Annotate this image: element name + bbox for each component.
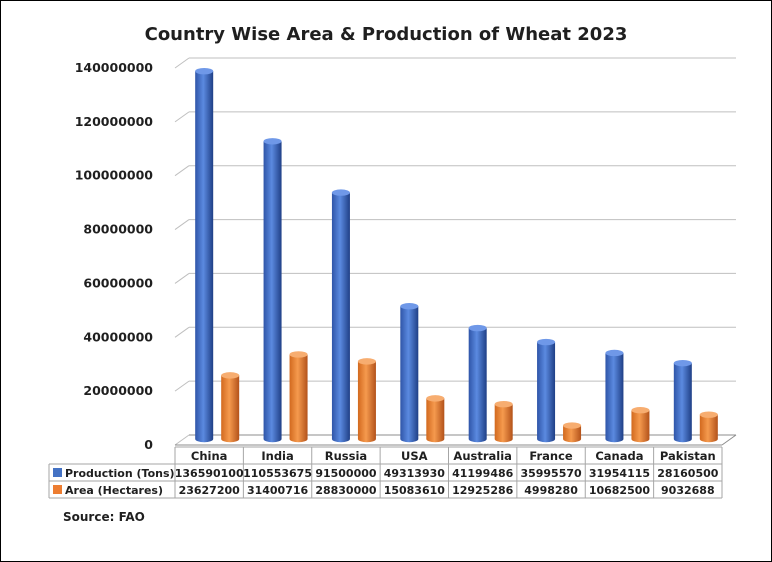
table-cell: 28160500: [657, 467, 719, 480]
legend-key: [53, 468, 62, 477]
series-label: Production (Tons): [65, 467, 175, 480]
bar-production: [537, 338, 556, 443]
gridline-slant: [174, 165, 190, 177]
bar-area: [494, 400, 513, 443]
category-label: Canada: [595, 449, 643, 463]
bars: [195, 67, 718, 443]
category-label: France: [529, 449, 573, 463]
bar-area: [357, 358, 376, 443]
data-table: China India Russia USA Australia France Canada…: [48, 446, 723, 499]
table-cell: 15083610: [384, 484, 446, 497]
gridline-slant: [174, 326, 190, 338]
table-cell: 9032688: [661, 484, 715, 497]
bar-area: [563, 422, 582, 443]
floor-edge: [721, 434, 737, 446]
gridline-slant: [174, 57, 190, 69]
y-tick-label: 140000000: [75, 60, 154, 75]
gridline-slant: [174, 380, 190, 392]
y-tick-label: 40000000: [83, 329, 153, 344]
table-cell: 28830000: [315, 484, 377, 497]
bar-production: [263, 138, 282, 443]
chart-title: Country Wise Area & Production of Wheat …: [145, 24, 628, 45]
table-cell: 4998280: [524, 484, 578, 497]
category-label: Pakistan: [660, 449, 716, 463]
category-label: Australia: [453, 449, 512, 463]
table-cell: 136590100: [175, 467, 244, 480]
source-note: Source: FAO: [63, 510, 145, 524]
bar-area: [631, 407, 650, 443]
bar-production: [468, 324, 487, 443]
bar-area: [289, 351, 308, 443]
category-label: China: [191, 449, 228, 463]
bar-production: [605, 349, 624, 443]
bar-production: [673, 359, 692, 443]
table-cell: 110553675: [243, 467, 312, 480]
series-label: Area (Hectares): [65, 484, 163, 497]
y-tick-label: 60000000: [83, 275, 153, 290]
table-cell: 31400716: [247, 484, 309, 497]
bar-production: [195, 67, 214, 443]
gridline-slant: [174, 111, 190, 123]
table-cell: 10682500: [589, 484, 651, 497]
table-cell: 41199486: [452, 467, 514, 480]
gridlines: [174, 57, 737, 446]
bar-production: [331, 189, 350, 443]
y-tick-label: 0: [144, 437, 153, 452]
y-tick-label: 20000000: [83, 383, 153, 398]
y-tick-label: 100000000: [75, 168, 154, 183]
table-cell: 91500000: [315, 467, 377, 480]
gridline-slant: [174, 219, 190, 230]
table-cell: 35995570: [520, 467, 582, 480]
y-tick-label: 80000000: [83, 222, 153, 237]
legend-key: [53, 485, 62, 494]
bar-area: [426, 395, 445, 443]
gridline-slant: [174, 434, 190, 446]
category-label: USA: [401, 449, 428, 463]
gridline-slant: [174, 273, 190, 284]
y-axis: 0 20000000 40000000 60000000 80000000 1000000…: [75, 60, 154, 452]
category-label: Russia: [325, 449, 367, 463]
table-cell: 23627200: [179, 484, 241, 497]
bar-area: [221, 372, 240, 443]
y-tick-label: 120000000: [75, 114, 154, 129]
category-label: India: [261, 449, 293, 463]
table-cell: 12925286: [452, 484, 514, 497]
bar-production: [400, 303, 419, 443]
table-cell: 49313930: [384, 467, 446, 480]
table-cell: 31954115: [589, 467, 650, 480]
bar-area: [699, 411, 718, 443]
